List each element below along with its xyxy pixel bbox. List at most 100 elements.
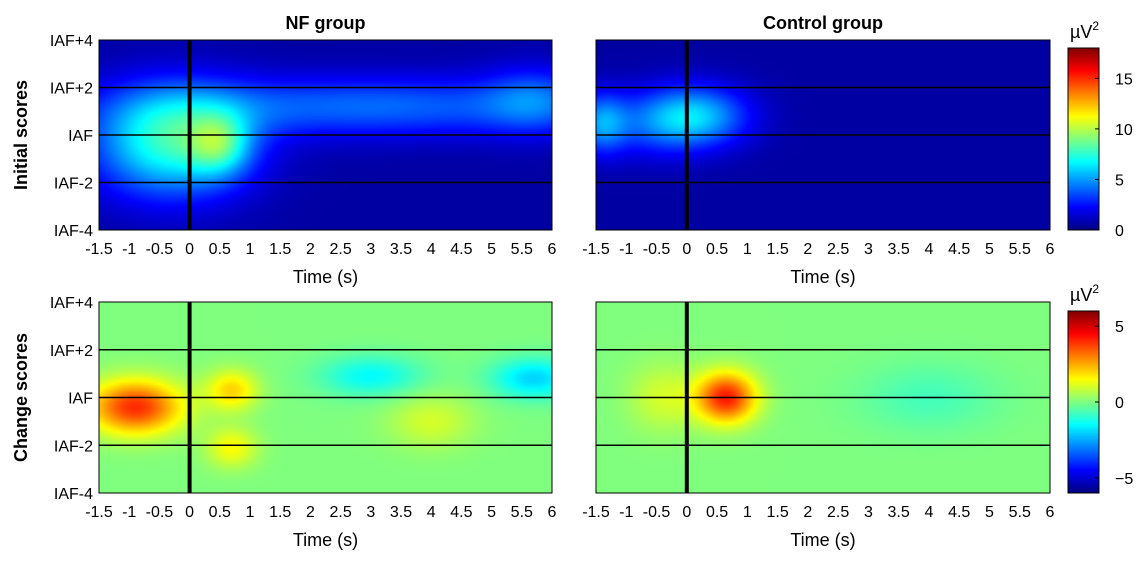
x-tick-label: 4.5 — [948, 504, 970, 521]
column-title: NF group — [286, 13, 366, 33]
x-tick-label: 5.5 — [511, 504, 533, 521]
x-tick-label: 3.5 — [390, 504, 412, 521]
y-tick-label: IAF-2 — [54, 438, 93, 455]
x-tick-label: 0 — [185, 504, 194, 521]
x-tick-label: -0.5 — [643, 504, 671, 521]
x-tick-label: 5.5 — [1009, 504, 1031, 521]
x-tick-label: 2 — [803, 241, 812, 258]
colorbar: −5 0 5 µV2 — [1067, 282, 1133, 494]
row-label: Change scores — [11, 333, 31, 462]
axes-box — [595, 39, 1051, 231]
colorbar-tick-label: 0 — [1115, 395, 1124, 412]
x-tick-label: 2.5 — [827, 504, 849, 521]
x-tick-label: 1.5 — [269, 504, 291, 521]
x-tick-label: 0.5 — [209, 241, 231, 258]
y-tick-label: IAF — [68, 128, 93, 145]
x-tick-label: 4.5 — [450, 241, 472, 258]
x-axis-label: Time (s) — [293, 267, 358, 287]
y-tick-label: IAF+2 — [50, 81, 93, 98]
x-tick-label: -0.5 — [146, 241, 174, 258]
y-tick-label: IAF-4 — [54, 223, 93, 240]
x-axis-label: Time (s) — [790, 530, 855, 550]
x-tick-label: 4 — [427, 504, 436, 521]
colorbar-tick-label: −5 — [1115, 471, 1133, 488]
x-tick-label: 1 — [246, 504, 255, 521]
colorbar-tick-label: 15 — [1115, 71, 1133, 88]
colorbar-unit: µV2 — [1070, 19, 1099, 42]
x-tick-label: 0.5 — [706, 504, 728, 521]
x-tick-label: 6 — [548, 504, 557, 521]
colorbar-tick-label: 0 — [1115, 223, 1124, 240]
colorbar-frame — [1067, 47, 1100, 231]
x-tick-label: 4.5 — [948, 241, 970, 258]
axes-box — [98, 301, 553, 494]
x-tick-label: 2 — [803, 504, 812, 521]
x-tick-label: 1.5 — [269, 241, 291, 258]
x-tick-label: 6 — [548, 241, 557, 258]
x-tick-label: -1 — [122, 504, 136, 521]
x-tick-label: 2.5 — [329, 504, 351, 521]
y-tick-label: IAF+2 — [50, 343, 93, 360]
x-tick-label: 2 — [306, 241, 315, 258]
x-tick-label: 3 — [366, 241, 375, 258]
x-tick-label: 5 — [985, 241, 994, 258]
x-tick-label: 4 — [924, 504, 933, 521]
x-tick-label: 2.5 — [329, 241, 351, 258]
x-tick-label: 1 — [743, 241, 752, 258]
colorbar-gradient — [1068, 311, 1099, 493]
x-tick-label: 0 — [185, 241, 194, 258]
x-axis-label: Time (s) — [790, 267, 855, 287]
x-tick-label: 0 — [682, 241, 691, 258]
x-tick-label: 4.5 — [450, 504, 472, 521]
heatmap-panel: -1.5 -1 -0.5 0 0.5 1 1.5 2 2.5 3 3.5 4 4.5 5 5.5 6 Time … — [582, 13, 1054, 287]
colorbar-gradient — [1068, 48, 1099, 230]
colorbar-tick-label: 5 — [1115, 319, 1124, 336]
column-title: Control group — [763, 13, 883, 33]
x-tick-label: 0.5 — [209, 504, 231, 521]
heatmap-panel: -1.5 -1 -0.5 0 0.5 1 1.5 2 2.5 3 3.5 4 4.5 5 5.5 6 Time … — [11, 13, 557, 287]
colorbar-unit: µV2 — [1070, 282, 1099, 305]
x-tick-label: 6 — [1046, 241, 1055, 258]
y-tick-label: IAF-4 — [54, 486, 93, 503]
x-tick-label: -1 — [619, 504, 633, 521]
x-tick-label: 3.5 — [888, 504, 910, 521]
x-tick-label: 3 — [864, 241, 873, 258]
row-label: Initial scores — [11, 80, 31, 190]
x-tick-label: 4 — [924, 241, 933, 258]
colorbar-tick-label: 10 — [1115, 122, 1133, 139]
x-tick-label: 0 — [682, 504, 691, 521]
x-tick-label: 1.5 — [766, 504, 788, 521]
x-tick-label: 5 — [985, 504, 994, 521]
x-tick-label: 1.5 — [766, 241, 788, 258]
y-tick-label: IAF-2 — [54, 176, 93, 193]
y-tick-label: IAF+4 — [50, 33, 93, 50]
x-tick-label: 1 — [246, 241, 255, 258]
x-tick-label: -1 — [122, 241, 136, 258]
y-tick-label: IAF — [68, 391, 93, 408]
x-tick-label: -1 — [619, 241, 633, 258]
x-tick-label: 3 — [366, 504, 375, 521]
colorbar: 0 5 10 15 µV2 — [1067, 19, 1133, 240]
x-tick-label: -1.5 — [85, 504, 113, 521]
x-tick-label: 2 — [306, 504, 315, 521]
x-tick-label: 6 — [1046, 504, 1055, 521]
x-tick-label: -1.5 — [85, 241, 113, 258]
colorbar-tick-label: 5 — [1115, 172, 1124, 189]
x-tick-label: 5 — [487, 504, 496, 521]
y-tick-label: IAF+4 — [50, 295, 93, 312]
x-tick-label: 5.5 — [511, 241, 533, 258]
axes-box — [98, 39, 553, 231]
x-tick-label: 5.5 — [1009, 241, 1031, 258]
x-tick-label: 3 — [864, 504, 873, 521]
x-tick-label: -1.5 — [582, 504, 610, 521]
x-tick-label: 3.5 — [888, 241, 910, 258]
x-axis-label: Time (s) — [293, 530, 358, 550]
x-tick-label: -1.5 — [582, 241, 610, 258]
x-tick-label: -0.5 — [643, 241, 671, 258]
x-tick-label: 2.5 — [827, 241, 849, 258]
x-tick-label: -0.5 — [146, 504, 174, 521]
x-tick-label: 0.5 — [706, 241, 728, 258]
x-tick-label: 5 — [487, 241, 496, 258]
heatmap-panel: -1.5 -1 -0.5 0 0.5 1 1.5 2 2.5 3 3.5 4 4.5 5 5.5 6 Time … — [582, 301, 1055, 550]
